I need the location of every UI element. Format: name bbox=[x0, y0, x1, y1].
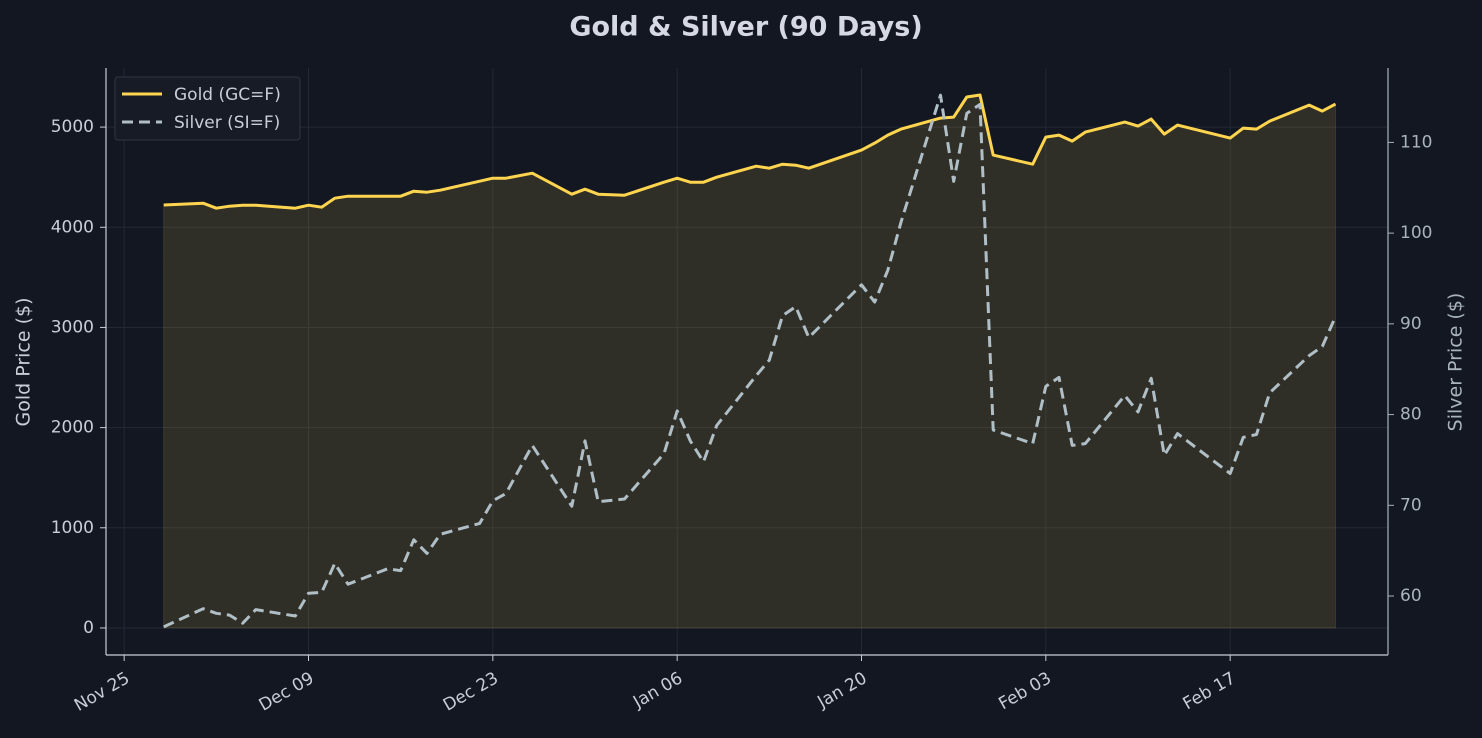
y2-tick-label: 110 bbox=[1400, 132, 1432, 152]
chart-title: Gold & Silver (90 Days) bbox=[569, 12, 922, 43]
line bbox=[163, 93, 1337, 210]
y-tick-label: 3000 bbox=[51, 317, 94, 337]
y2-tick-label: 100 bbox=[1400, 223, 1432, 243]
legend-label: Silver (SI=F) bbox=[174, 113, 280, 133]
legend: Gold (GC=F) Silver (SI=F) bbox=[114, 76, 301, 141]
y2-tick-label: 60 bbox=[1400, 586, 1422, 606]
line bbox=[163, 93, 1337, 629]
y-tick-label: 4000 bbox=[51, 217, 94, 237]
y2-tick-label: 90 bbox=[1400, 314, 1422, 334]
y2-axis-label: Silver Price ($) bbox=[1445, 293, 1467, 432]
y2-tick-label: 70 bbox=[1400, 495, 1422, 515]
legend-label: Gold (GC=F) bbox=[174, 85, 281, 105]
y-tick-label: 0 bbox=[83, 618, 94, 638]
y2-tick-label: 80 bbox=[1400, 405, 1422, 425]
y-tick-label: 1000 bbox=[51, 518, 94, 538]
y-axis-label: Gold Price ($) bbox=[13, 297, 35, 426]
y-tick-label: 5000 bbox=[51, 117, 94, 137]
y-tick-label: 2000 bbox=[51, 418, 94, 438]
